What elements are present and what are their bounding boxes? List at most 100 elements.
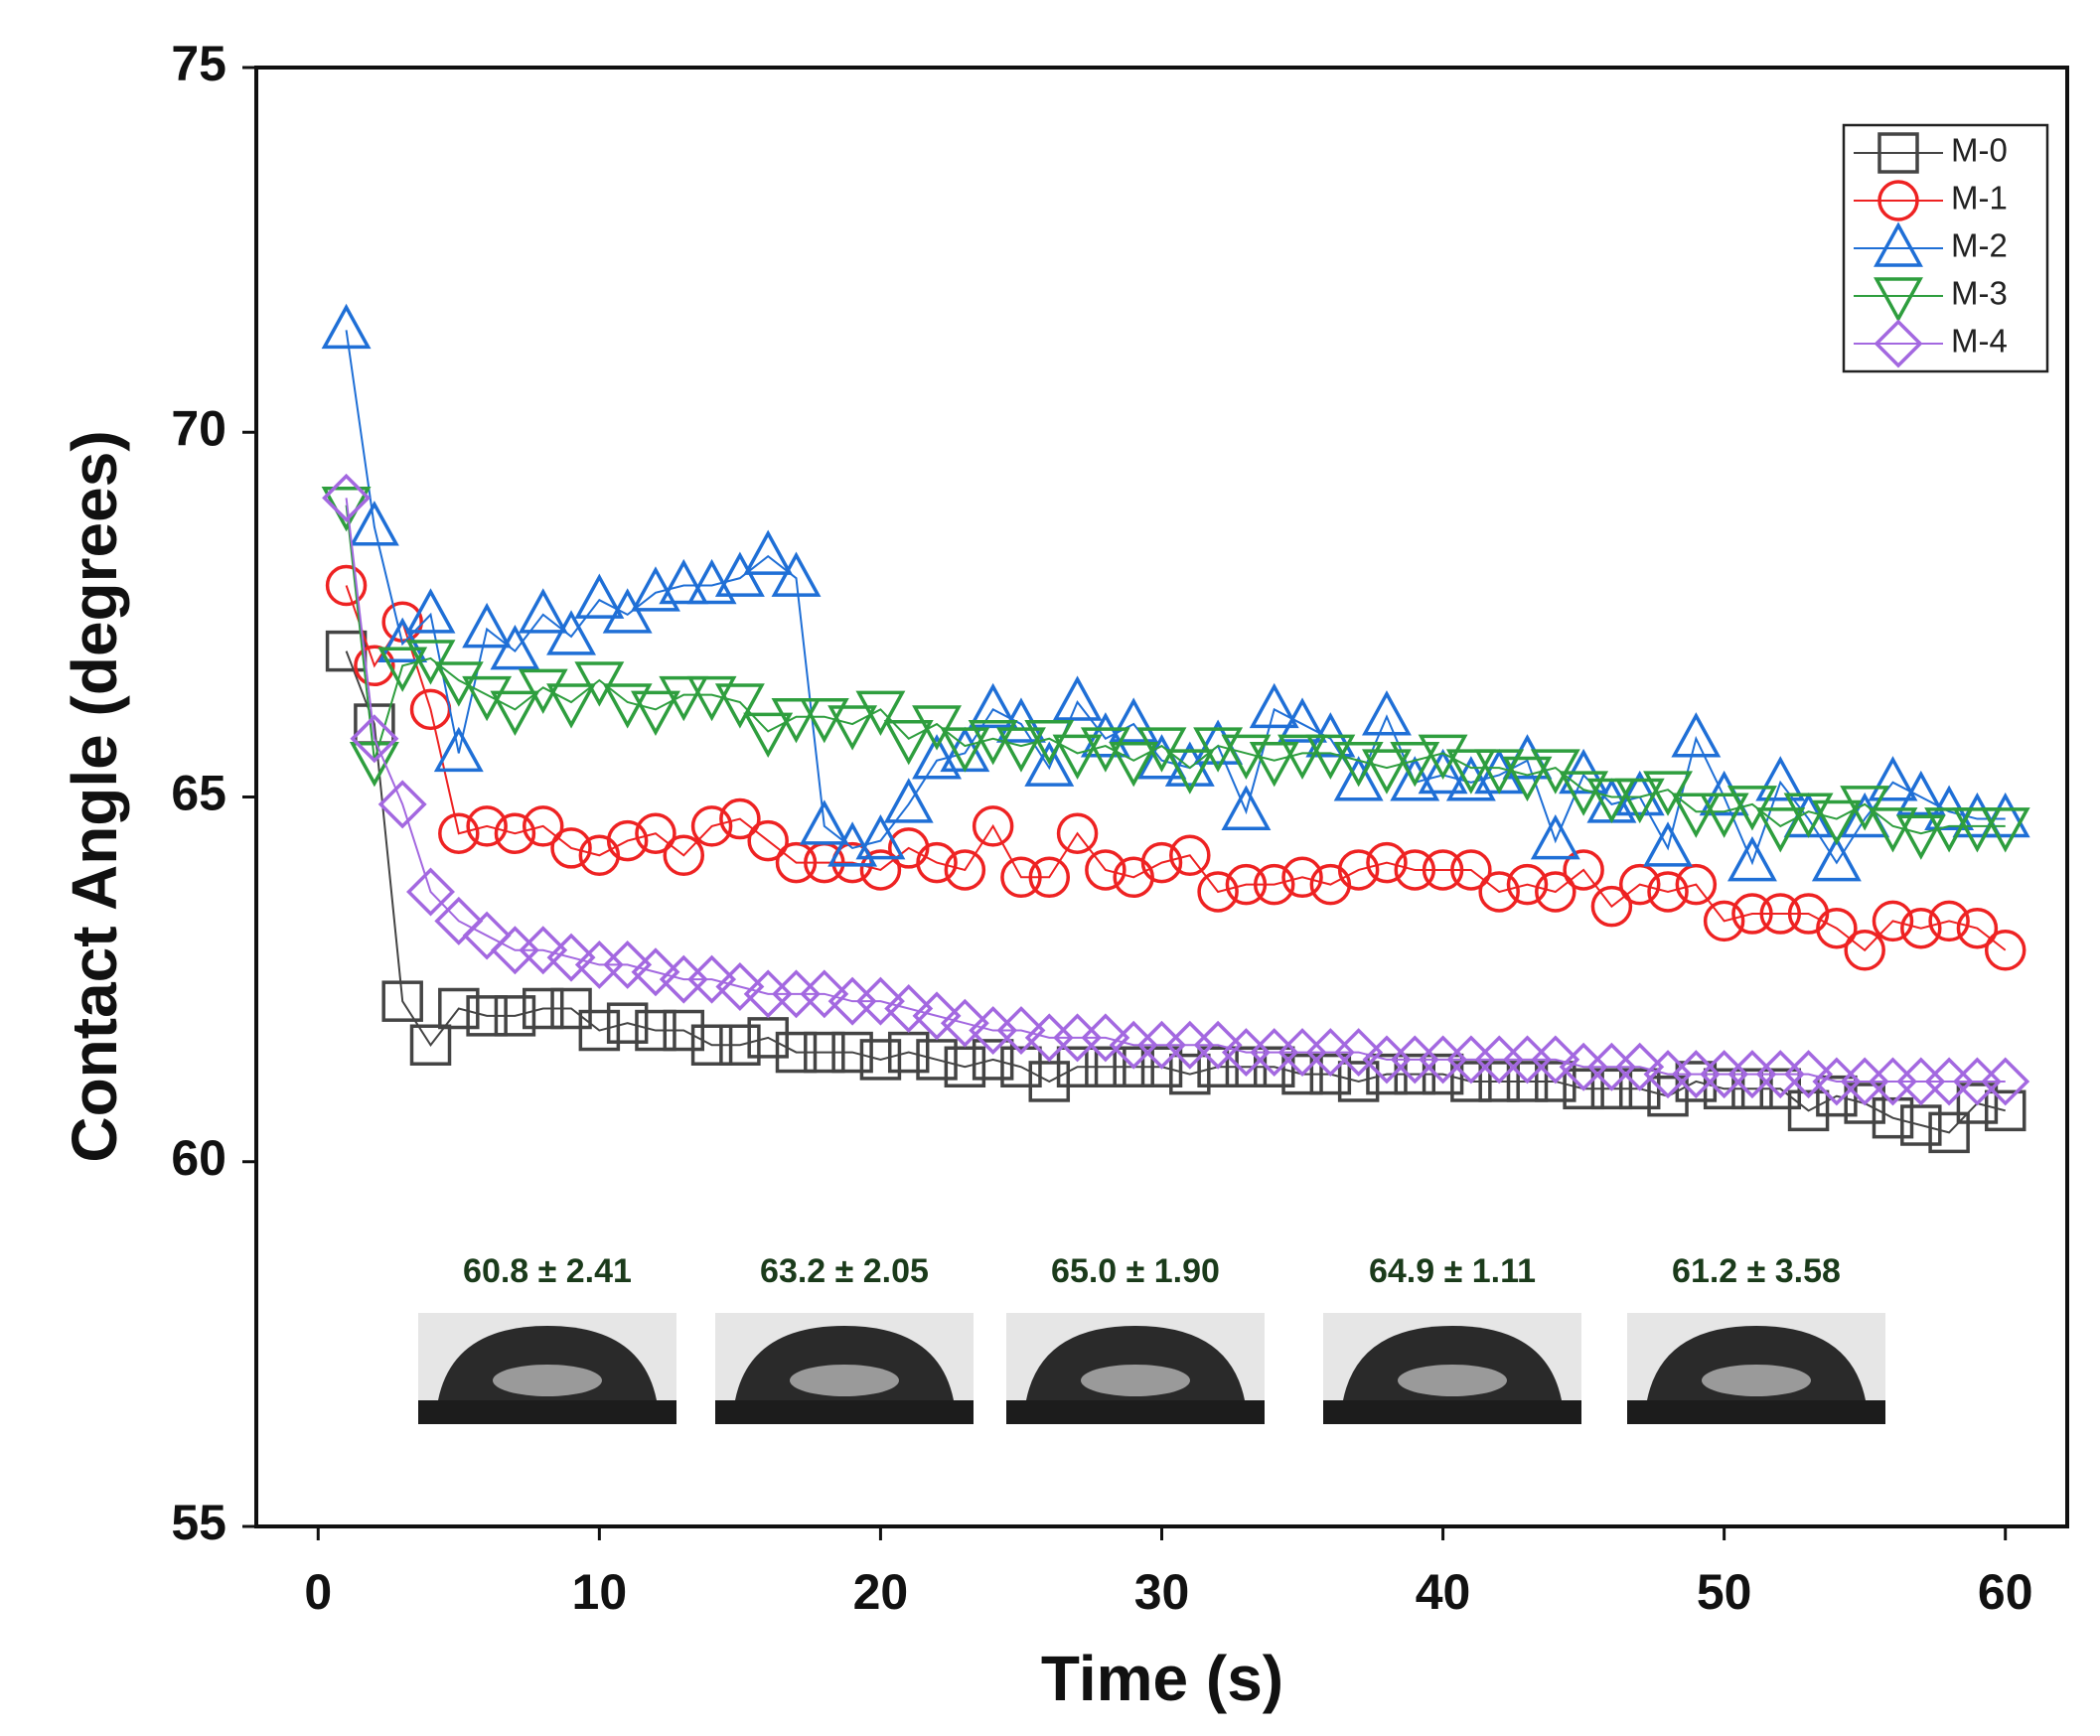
droplet-highlight <box>1398 1365 1507 1396</box>
annotation: 65.0 ± 1.90 <box>1051 1252 1220 1290</box>
marker <box>1647 871 1689 913</box>
marker <box>466 995 508 1037</box>
marker <box>1249 742 1299 788</box>
plot-frame <box>254 66 2069 1528</box>
marker <box>855 976 905 1026</box>
droplet-image <box>418 1313 676 1424</box>
marker <box>916 1039 958 1081</box>
marker <box>968 682 1018 729</box>
marker <box>714 551 765 597</box>
marker <box>1193 1020 1243 1070</box>
marker <box>690 1024 733 1066</box>
marker <box>659 675 709 722</box>
marker <box>916 841 958 884</box>
marker <box>1675 863 1718 906</box>
marker <box>550 827 592 869</box>
x-tick-label: 40 <box>1416 1564 1471 1620</box>
marker <box>466 805 508 847</box>
marker <box>494 812 536 854</box>
marker <box>944 1046 986 1088</box>
series-line <box>345 585 2007 952</box>
marker <box>546 933 596 982</box>
marker <box>1727 835 1777 882</box>
marker <box>1221 785 1272 830</box>
marker <box>1277 697 1327 743</box>
marker <box>1895 814 1946 860</box>
marker <box>1478 1061 1520 1102</box>
marker <box>635 812 676 854</box>
marker <box>714 683 765 729</box>
marker <box>968 719 1018 766</box>
marker <box>743 712 794 759</box>
marker <box>1390 756 1440 801</box>
marker <box>1952 807 2003 853</box>
marker <box>659 558 709 605</box>
marker <box>438 987 480 1030</box>
marker <box>409 1024 452 1066</box>
marker <box>522 987 564 1030</box>
marker <box>775 1031 818 1074</box>
marker <box>1277 734 1327 781</box>
marker <box>972 1039 1014 1081</box>
marker <box>1000 1046 1042 1088</box>
marker <box>1727 786 1777 831</box>
x-tick-label: 10 <box>572 1564 628 1620</box>
marker <box>1193 727 1244 773</box>
marker <box>1337 849 1380 891</box>
marker <box>1984 929 2026 971</box>
marker <box>972 805 1014 847</box>
marker <box>1563 849 1604 891</box>
marker <box>1618 863 1661 906</box>
marker <box>602 588 653 634</box>
marker <box>1225 863 1268 906</box>
droplet-highlight <box>1081 1365 1190 1396</box>
marker <box>799 799 849 845</box>
marker <box>1085 849 1126 891</box>
marker <box>1759 893 1802 935</box>
marker <box>1900 1104 1942 1146</box>
marker <box>631 566 680 612</box>
marker <box>1140 1046 1183 1088</box>
legend-label: M-2 <box>1951 227 2008 264</box>
marker <box>1056 1046 1099 1088</box>
annotation: 61.2 ± 3.58 <box>1672 1252 1841 1290</box>
marker <box>1333 742 1384 788</box>
marker <box>1531 1035 1580 1085</box>
marker <box>1868 756 1918 801</box>
y-tick-label: 55 <box>171 1495 226 1550</box>
marker <box>996 727 1046 773</box>
marker <box>1450 849 1492 891</box>
marker <box>1052 675 1103 721</box>
marker <box>1113 1046 1154 1088</box>
y-tick-label: 70 <box>171 400 226 456</box>
marker <box>438 812 480 854</box>
x-tick-label: 0 <box>304 1564 332 1620</box>
marker <box>1418 748 1468 795</box>
annotation: 63.2 ± 2.05 <box>760 1252 929 1290</box>
marker <box>831 1031 873 1074</box>
marker <box>406 867 455 917</box>
droplet <box>438 1326 657 1400</box>
marker <box>771 697 822 744</box>
marker <box>1783 793 1834 838</box>
marker <box>1787 1089 1830 1132</box>
marker <box>1535 871 1576 913</box>
droplet-highlight <box>1702 1365 1811 1396</box>
marker <box>1643 771 1693 816</box>
marker <box>405 640 456 685</box>
marker <box>1506 1061 1549 1102</box>
marker <box>1362 749 1412 795</box>
x-tick-label: 30 <box>1134 1564 1190 1620</box>
marker <box>912 734 962 780</box>
marker <box>1337 1061 1380 1102</box>
marker <box>1643 821 1693 867</box>
droplet <box>1647 1326 1866 1400</box>
marker <box>855 813 906 860</box>
marker <box>490 624 540 670</box>
series-line <box>345 651 2006 1134</box>
marker <box>804 1031 845 1074</box>
marker <box>1671 793 1722 838</box>
marker <box>1081 1013 1130 1063</box>
marker <box>494 995 536 1037</box>
marker <box>1840 786 1890 831</box>
